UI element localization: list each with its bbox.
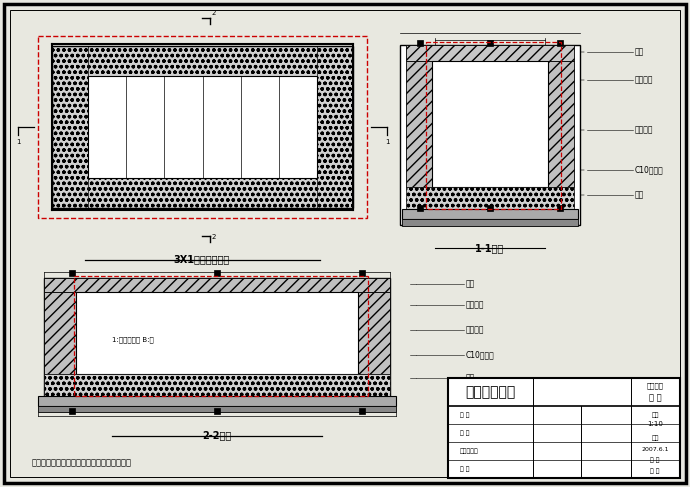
Text: 1-1剖面: 1-1剖面 (475, 243, 504, 253)
Text: 杭州市电力局: 杭州市电力局 (465, 385, 515, 399)
Text: 开盖: 开盖 (635, 48, 644, 56)
Bar (38, 36, 367, 218)
Bar (448, 378, 680, 478)
Text: 3X1电缆井平面图: 3X1电缆井平面图 (174, 254, 230, 264)
Bar (44, 374, 390, 396)
Text: C10素砼垫: C10素砼垫 (635, 166, 664, 174)
Text: 预制底板: 预制底板 (466, 325, 484, 335)
Bar (214, 408, 220, 414)
Bar (417, 205, 423, 211)
Bar (417, 40, 423, 46)
Bar (358, 292, 390, 374)
Text: 2007.6.1: 2007.6.1 (641, 447, 669, 452)
Text: 素土: 素土 (466, 374, 475, 382)
Bar (400, 45, 580, 225)
Bar (317, 46, 353, 208)
Bar (557, 40, 563, 46)
Bar (44, 278, 390, 398)
Bar (548, 61, 574, 187)
Text: 预制底板: 预制底板 (635, 126, 653, 134)
Bar (214, 270, 220, 276)
Text: 日期: 日期 (651, 435, 659, 441)
Bar (69, 408, 75, 414)
Text: 复 核: 复 核 (460, 466, 469, 472)
Text: 2-2剖面: 2-2剖面 (202, 430, 232, 440)
Text: 1: 1 (16, 139, 20, 145)
Text: 素土: 素土 (635, 190, 644, 200)
Bar (76, 292, 358, 374)
Bar (44, 292, 76, 374)
Bar (38, 396, 396, 406)
Bar (52, 46, 353, 76)
Bar (69, 270, 75, 276)
Bar (406, 61, 432, 187)
Text: 1:预制混凝土 B:板: 1:预制混凝土 B:板 (112, 337, 154, 343)
Text: 编 号: 编 号 (650, 457, 660, 463)
Bar (74, 276, 368, 396)
Bar (432, 61, 548, 187)
Bar (52, 46, 88, 208)
Bar (52, 178, 353, 208)
Text: 复 审: 复 审 (460, 430, 469, 436)
Bar (402, 209, 578, 219)
Text: 设计阶段: 设计阶段 (647, 383, 664, 389)
Text: 2: 2 (212, 10, 217, 16)
Text: 防水砂浆: 防水砂浆 (635, 75, 653, 85)
Bar (359, 270, 365, 276)
Bar (487, 40, 493, 46)
Bar (487, 205, 493, 211)
Text: 主 送: 主 送 (460, 412, 469, 418)
Text: 此图符合设计要求，可按此图进行土建施工。: 此图符合设计要求，可按此图进行土建施工。 (32, 458, 132, 467)
Bar (44, 278, 390, 292)
Text: 开盖: 开盖 (466, 280, 475, 288)
Text: 图 号: 图 号 (650, 468, 660, 473)
Bar (406, 45, 574, 61)
Text: C10素砼垫: C10素砼垫 (466, 351, 495, 359)
Bar (52, 46, 353, 208)
Bar (88, 76, 317, 178)
Text: 比例: 比例 (651, 412, 659, 418)
Text: 制图负责人: 制图负责人 (460, 448, 479, 454)
Text: 防水砂浆: 防水砂浆 (466, 300, 484, 310)
Bar (38, 406, 396, 412)
Bar (406, 187, 574, 211)
Bar (359, 408, 365, 414)
Text: 1: 1 (385, 139, 389, 145)
Text: 1:10: 1:10 (647, 421, 663, 427)
Bar (402, 219, 578, 226)
Text: 2: 2 (212, 234, 217, 240)
Bar (426, 42, 561, 209)
Text: 施 工: 施 工 (649, 393, 661, 402)
Bar (557, 205, 563, 211)
